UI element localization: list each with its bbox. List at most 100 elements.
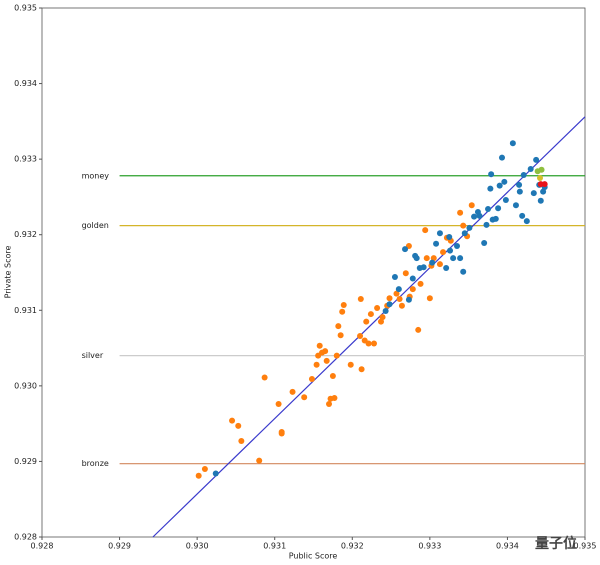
point xyxy=(436,230,443,237)
point xyxy=(339,308,346,315)
y-tick-label: 0.933 xyxy=(14,155,37,164)
point xyxy=(488,171,495,178)
point xyxy=(495,205,502,212)
point xyxy=(275,400,282,407)
point xyxy=(347,361,354,368)
threshold-label: bronze xyxy=(82,459,109,468)
point xyxy=(498,154,505,161)
point xyxy=(519,212,526,219)
point xyxy=(492,215,499,222)
point xyxy=(481,240,488,247)
point xyxy=(537,175,544,182)
point xyxy=(502,196,509,203)
point xyxy=(377,318,384,325)
point xyxy=(420,264,427,271)
point xyxy=(541,181,548,188)
y-axis-label: Private Score xyxy=(4,246,13,299)
point xyxy=(329,373,336,380)
point xyxy=(417,280,424,287)
point xyxy=(326,400,333,407)
point xyxy=(379,314,386,321)
x-tick-label: 0.932 xyxy=(341,542,364,551)
point xyxy=(426,295,433,302)
point xyxy=(391,274,398,281)
point xyxy=(485,206,492,213)
point xyxy=(413,255,420,262)
point xyxy=(520,172,527,179)
point xyxy=(509,140,516,147)
point xyxy=(367,311,374,318)
point xyxy=(523,218,530,225)
y-tick-label: 0.935 xyxy=(14,4,37,13)
point xyxy=(415,326,422,333)
point xyxy=(409,275,416,282)
x-tick-label: 0.933 xyxy=(418,542,441,551)
point xyxy=(357,332,364,339)
threshold-label: silver xyxy=(82,351,104,360)
point xyxy=(537,197,544,204)
point xyxy=(461,230,468,237)
point xyxy=(436,261,443,268)
point xyxy=(457,209,464,216)
point xyxy=(365,340,372,347)
point xyxy=(201,465,208,472)
y-tick-label: 0.930 xyxy=(14,381,37,390)
point xyxy=(363,318,370,325)
x-axis-label: Public Score xyxy=(289,552,338,561)
point xyxy=(405,296,412,303)
point xyxy=(393,290,400,297)
point xyxy=(447,247,454,254)
point xyxy=(386,301,393,308)
diagonal-line xyxy=(152,116,586,538)
point xyxy=(466,224,473,231)
y-tick-label: 0.929 xyxy=(14,457,37,466)
point xyxy=(289,388,296,395)
point xyxy=(358,366,365,373)
point xyxy=(316,342,323,349)
point xyxy=(235,422,242,429)
point xyxy=(457,255,464,262)
x-tick-label: 0.929 xyxy=(108,542,131,551)
threshold-label: golden xyxy=(82,221,109,230)
plot-frame xyxy=(41,7,586,538)
point xyxy=(301,394,308,401)
point xyxy=(313,361,320,368)
point xyxy=(212,470,219,477)
point xyxy=(357,295,364,302)
point xyxy=(483,221,490,228)
point xyxy=(238,438,245,445)
point xyxy=(468,202,475,209)
point xyxy=(337,332,344,339)
point xyxy=(533,156,540,163)
watermark: 量子位 xyxy=(535,535,577,552)
point xyxy=(471,213,478,220)
point xyxy=(340,301,347,308)
y-tick-label: 0.931 xyxy=(14,306,37,315)
point xyxy=(429,259,436,266)
point xyxy=(501,178,508,185)
point xyxy=(382,308,389,315)
point xyxy=(323,357,330,364)
point xyxy=(409,286,416,293)
point xyxy=(476,212,483,219)
x-tick-label: 0.934 xyxy=(496,542,519,551)
point xyxy=(195,472,202,479)
x-tick-label: 0.930 xyxy=(186,542,209,551)
point xyxy=(423,255,430,262)
point xyxy=(278,430,285,437)
point xyxy=(374,305,381,312)
point xyxy=(450,255,457,262)
point xyxy=(331,394,338,401)
point xyxy=(308,376,315,383)
x-tick-label: 0.928 xyxy=(31,542,54,551)
point xyxy=(446,233,453,240)
point xyxy=(433,240,440,247)
point xyxy=(512,202,519,209)
point xyxy=(527,165,534,172)
point xyxy=(530,190,537,197)
point xyxy=(402,270,409,277)
point xyxy=(371,340,378,347)
y-tick-label: 0.928 xyxy=(14,533,37,542)
point xyxy=(496,182,503,189)
